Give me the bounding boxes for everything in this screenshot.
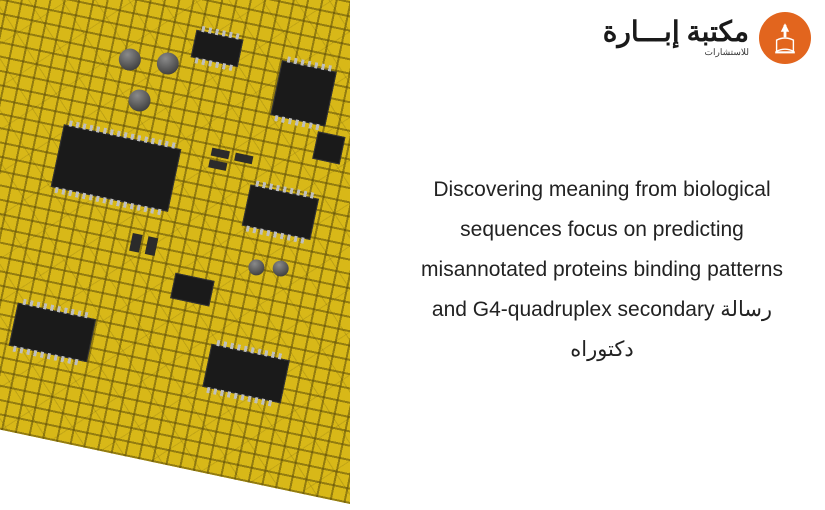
brand-badge-icon (759, 12, 811, 64)
brand-subtitle: للاستشارات (603, 47, 749, 58)
brand-header: مكتبة إبـــارة للاستشارات (603, 12, 811, 64)
document-title: Discovering meaning from biological sequ… (402, 170, 802, 369)
brand-name-arabic: مكتبة إبـــارة (603, 19, 749, 47)
circuit-board-image (0, 0, 350, 510)
